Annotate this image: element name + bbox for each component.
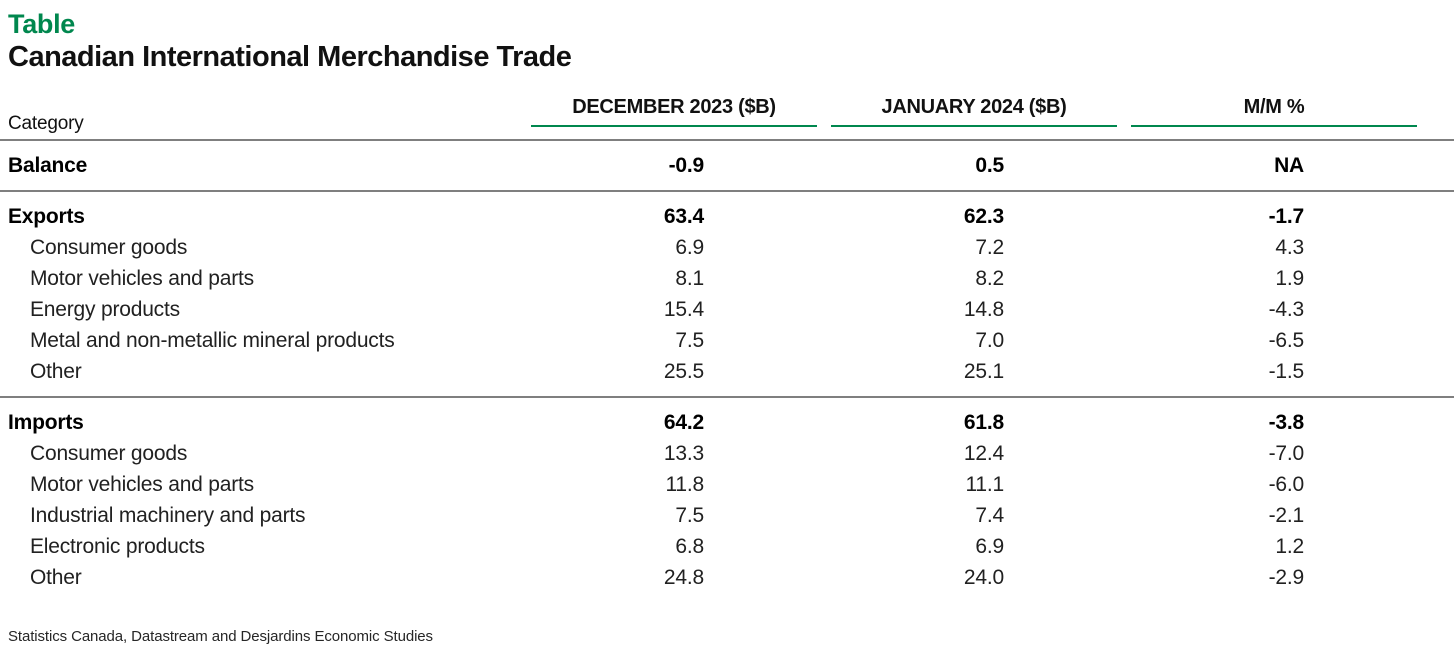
spacer-cell xyxy=(1424,140,1454,191)
value-cell-december: -0.9 xyxy=(668,154,705,177)
value-cell-december: 25.5 xyxy=(663,360,704,383)
value-cell-december: 13.3 xyxy=(663,442,704,465)
value-cell-december: 24.8 xyxy=(663,566,704,589)
value-cell-january: 62.3 xyxy=(963,205,1004,228)
value-cell-mm: -2.1 xyxy=(1268,504,1305,527)
row-label: Motor vehicles and parts xyxy=(30,267,254,290)
value-cell-december: 6.9 xyxy=(675,236,704,259)
column-header-mm-percent: M/M % xyxy=(1131,96,1417,127)
value-cell-mm: -2.9 xyxy=(1268,566,1305,589)
table-row: Consumer goods 13.3 12.4 -7.0 xyxy=(0,438,1454,469)
table-row: Electronic products 6.8 6.9 1.2 xyxy=(0,531,1454,562)
row-label: Exports xyxy=(8,205,85,228)
spacer-cell xyxy=(1424,397,1454,438)
row-label: Consumer goods xyxy=(30,442,188,465)
value-cell-mm: -1.5 xyxy=(1268,360,1305,383)
value-cell-mm: -6.0 xyxy=(1268,473,1305,496)
value-cell-december: 64.2 xyxy=(663,411,704,434)
row-label: Balance xyxy=(8,154,88,177)
table-row: Other 25.5 25.1 -1.5 xyxy=(0,356,1454,397)
value-cell-december: 15.4 xyxy=(663,298,704,321)
spacer-cell xyxy=(1424,294,1454,325)
table-section: Exports 63.4 62.3 -1.7 Consumer goods 6.9 7.2 4… xyxy=(0,191,1454,397)
value-cell-december: 11.8 xyxy=(665,473,704,496)
value-cell-mm: 4.3 xyxy=(1275,236,1304,259)
value-cell-mm: -1.7 xyxy=(1268,205,1305,228)
row-label: Imports xyxy=(8,411,84,434)
spacer-cell xyxy=(1424,469,1454,500)
row-label: Metal and non-metallic mineral products xyxy=(30,329,395,352)
table-kicker: Table xyxy=(8,9,76,39)
spacer-cell xyxy=(1424,232,1454,263)
table-section: Balance -0.9 0.5 NA xyxy=(0,140,1454,191)
row-label: Other xyxy=(30,566,82,589)
row-label: Industrial machinery and parts xyxy=(30,504,306,527)
table-row: Metal and non-metallic mineral products 7… xyxy=(0,325,1454,356)
value-cell-mm: NA xyxy=(1274,154,1304,177)
value-cell-january: 12.4 xyxy=(963,442,1004,465)
spacer-column xyxy=(1424,82,1454,140)
source-note: Statistics Canada, Datastream and Desjar… xyxy=(8,628,433,645)
spacer-cell xyxy=(1424,438,1454,469)
column-header-row: Category DECEMBER 2023 ($B) JANUARY 2024… xyxy=(0,82,1454,140)
column-header-category: Category xyxy=(8,113,84,134)
value-cell-january: 7.0 xyxy=(975,329,1004,352)
value-cell-december: 7.5 xyxy=(675,329,704,352)
column-header-january-2024: JANUARY 2024 ($B) xyxy=(831,96,1117,127)
table-row: Motor vehicles and parts 11.8 11.1 -6.0 xyxy=(0,469,1454,500)
table-row: Motor vehicles and parts 8.1 8.2 1.9 xyxy=(0,263,1454,294)
table-row: Imports 64.2 61.8 -3.8 xyxy=(0,397,1454,438)
row-label: Motor vehicles and parts xyxy=(30,473,254,496)
trade-table: Category DECEMBER 2023 ($B) JANUARY 2024… xyxy=(0,82,1454,602)
value-cell-mm: 1.2 xyxy=(1275,535,1304,558)
column-header-december-2023: DECEMBER 2023 ($B) xyxy=(531,96,817,127)
value-cell-mm: -3.8 xyxy=(1268,411,1305,434)
value-cell-january: 14.8 xyxy=(963,298,1004,321)
table-row: Industrial machinery and parts 7.5 7.4 -2.1 xyxy=(0,500,1454,531)
value-cell-january: 7.2 xyxy=(975,236,1004,259)
page-title: Canadian International Merchandise Trade xyxy=(8,41,572,73)
value-cell-january: 61.8 xyxy=(963,411,1004,434)
table-row: Balance -0.9 0.5 NA xyxy=(0,140,1454,191)
table-row: Energy products 15.4 14.8 -4.3 xyxy=(0,294,1454,325)
table-row: Consumer goods 6.9 7.2 4.3 xyxy=(0,232,1454,263)
row-label: Consumer goods xyxy=(30,236,188,259)
value-cell-january: 11.1 xyxy=(965,473,1004,496)
value-cell-mm: -7.0 xyxy=(1268,442,1305,465)
spacer-cell xyxy=(1424,191,1454,232)
table-header: Category DECEMBER 2023 ($B) JANUARY 2024… xyxy=(0,82,1454,140)
value-cell-december: 8.1 xyxy=(675,267,704,290)
spacer-cell xyxy=(1424,263,1454,294)
spacer-cell xyxy=(1424,562,1454,602)
value-cell-january: 0.5 xyxy=(975,154,1004,177)
value-cell-january: 6.9 xyxy=(975,535,1004,558)
spacer-cell xyxy=(1424,356,1454,397)
value-cell-mm: -6.5 xyxy=(1268,329,1305,352)
value-cell-december: 6.8 xyxy=(675,535,704,558)
value-cell-mm: -4.3 xyxy=(1268,298,1305,321)
value-cell-january: 25.1 xyxy=(963,360,1004,383)
spacer-cell xyxy=(1424,500,1454,531)
spacer-cell xyxy=(1424,325,1454,356)
table-section: Imports 64.2 61.8 -3.8 Consumer goods 13.3 12.… xyxy=(0,397,1454,602)
row-label: Energy products xyxy=(30,298,180,321)
row-label: Other xyxy=(30,360,82,383)
value-cell-january: 24.0 xyxy=(963,566,1004,589)
value-cell-january: 7.4 xyxy=(975,504,1004,527)
table-row: Other 24.8 24.0 -2.9 xyxy=(0,562,1454,602)
row-label: Electronic products xyxy=(30,535,205,558)
table-row: Exports 63.4 62.3 -1.7 xyxy=(0,191,1454,232)
value-cell-december: 63.4 xyxy=(663,205,704,228)
value-cell-mm: 1.9 xyxy=(1275,267,1304,290)
value-cell-december: 7.5 xyxy=(675,504,704,527)
value-cell-january: 8.2 xyxy=(975,267,1004,290)
spacer-cell xyxy=(1424,531,1454,562)
